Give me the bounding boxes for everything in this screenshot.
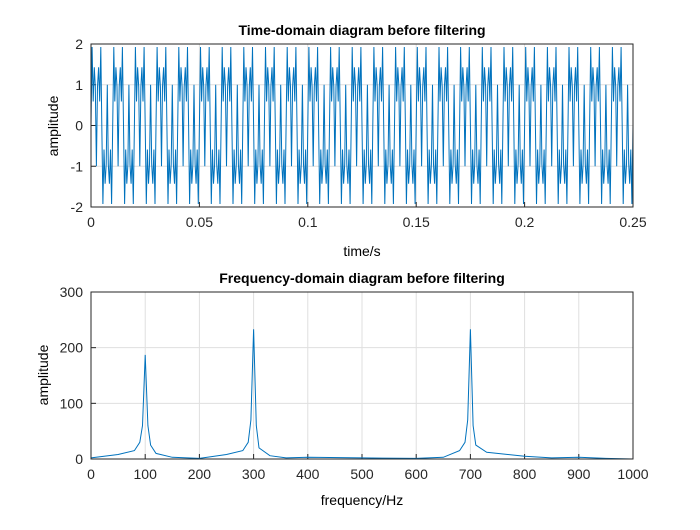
x-tick-label: 1000	[617, 466, 648, 482]
y-tick-label: -2	[71, 199, 84, 215]
axes-box	[90, 43, 634, 208]
x-tick-label: 400	[296, 466, 320, 482]
x-tick-label: 600	[405, 466, 429, 482]
time-title: Time-domain diagram before filtering	[238, 22, 485, 38]
x-tick-label: 200	[188, 466, 212, 482]
spectrum-line	[90, 329, 634, 460]
x-tick-label: 100	[134, 466, 158, 482]
y-tick-label: 0	[75, 118, 83, 134]
frequency-domain-axes: Frequency-domain diagram before filterin…	[35, 270, 649, 508]
freq-xlabel: frequency/Hz	[321, 492, 403, 508]
x-tick-label: 300	[242, 466, 266, 482]
y-tick-label: 200	[60, 340, 84, 356]
signal-line	[90, 46, 634, 205]
y-tick-label: 2	[75, 36, 83, 52]
y-tick-label: 300	[60, 284, 84, 300]
time-ylabel: amplitude	[45, 95, 61, 156]
y-tick-label: 100	[60, 395, 84, 411]
x-tick-label: 0.15	[403, 214, 430, 230]
y-tick-label: 0	[75, 451, 83, 467]
freq-ylabel: amplitude	[35, 344, 51, 405]
x-tick-label: 0.1	[298, 214, 318, 230]
x-tick-label: 0.05	[186, 214, 213, 230]
x-tick-label: 0.2	[515, 214, 535, 230]
x-tick-label: 0.25	[619, 214, 646, 230]
freq-title: Frequency-domain diagram before filterin…	[219, 270, 505, 286]
y-tick-label: -1	[71, 158, 84, 174]
x-tick-label: 500	[350, 466, 374, 482]
x-tick-label: 0	[87, 466, 95, 482]
x-tick-label: 700	[459, 466, 483, 482]
y-tick-label: 1	[75, 77, 83, 93]
axes-box	[90, 291, 634, 460]
time-domain-axes: Time-domain diagram before filtering tim…	[45, 22, 647, 259]
x-tick-label: 800	[513, 466, 537, 482]
x-tick-label: 900	[567, 466, 591, 482]
time-xlabel: time/s	[343, 243, 380, 259]
x-tick-label: 0	[87, 214, 95, 230]
